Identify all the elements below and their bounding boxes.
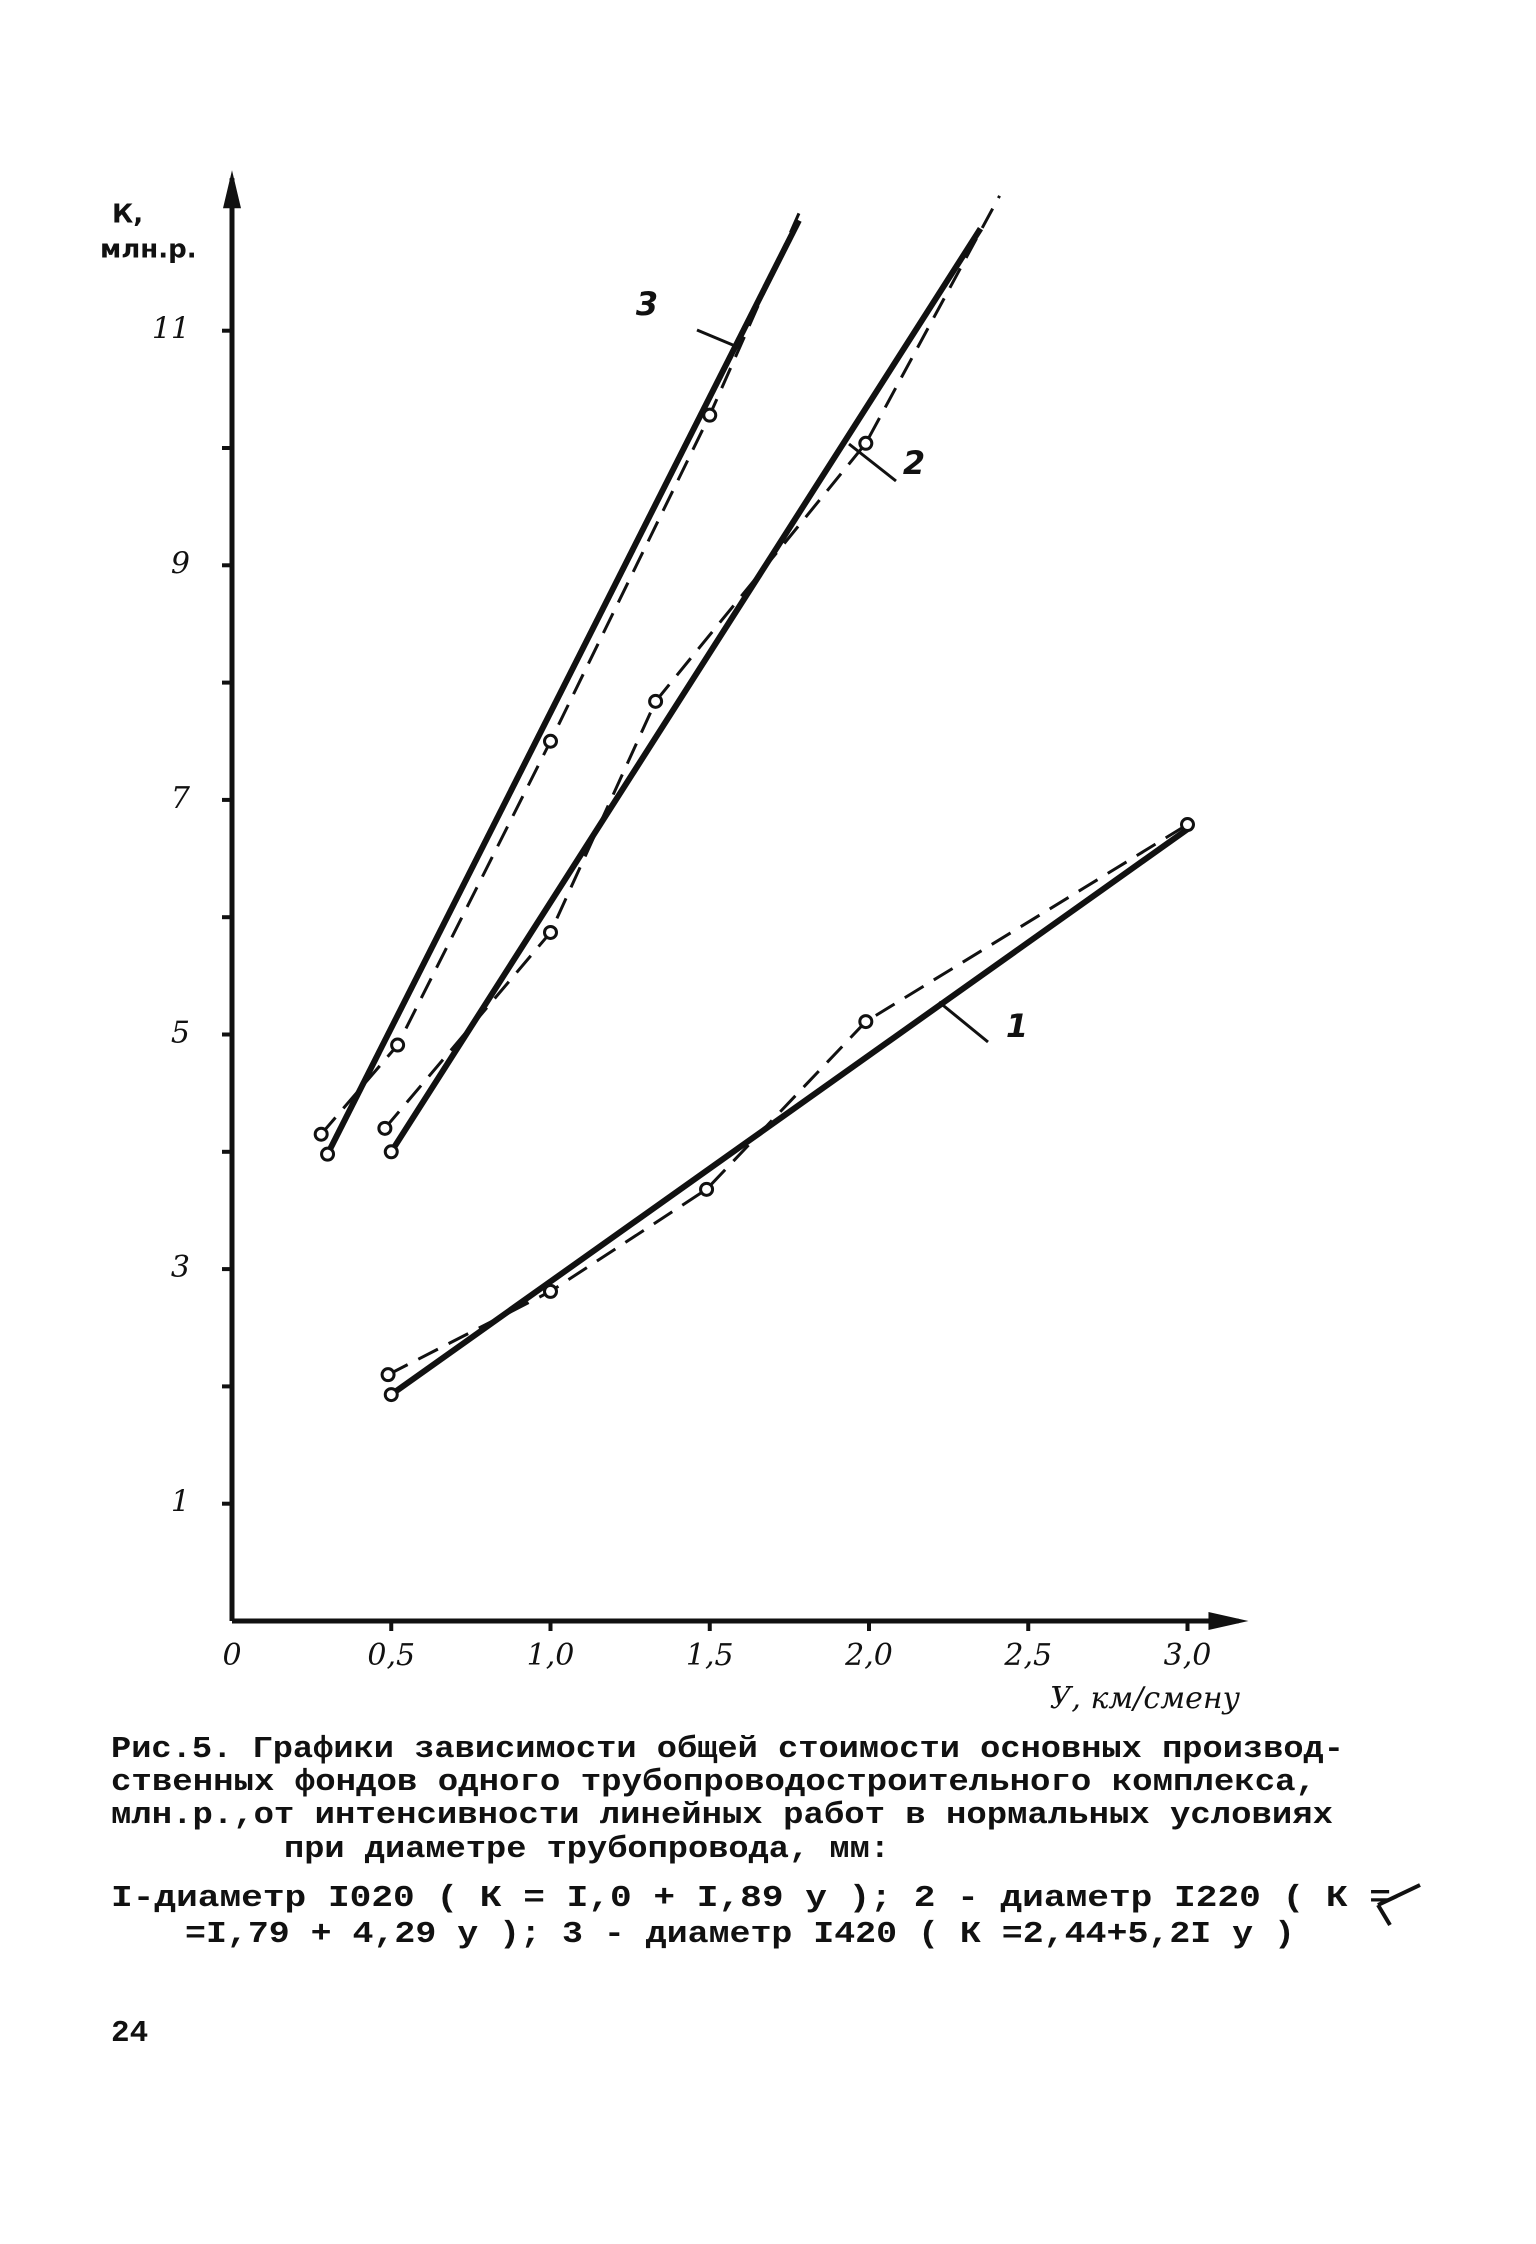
data-point <box>383 1144 399 1160</box>
data-point <box>1180 817 1195 833</box>
data-point <box>543 1283 558 1299</box>
x-tick-label: 3,0 <box>1164 1638 1212 1673</box>
series-line <box>324 219 802 1156</box>
curve-leader <box>848 442 897 483</box>
series-line <box>387 823 1189 1377</box>
x-tick-label: 0,5 <box>367 1638 415 1673</box>
x-axis-label: У, км/смену <box>1050 1681 1241 1716</box>
series-line <box>388 227 984 1154</box>
series-line <box>320 212 801 1136</box>
curve-label: 3 <box>636 285 658 323</box>
x-tick-label: 2,0 <box>844 1638 893 1673</box>
data-point <box>858 435 874 451</box>
caption: I-диаметр I020 ( К = I,0 + I,89 у ); 2 -… <box>111 1881 1391 1916</box>
y-tick-label: 3 <box>171 1250 190 1285</box>
data-point <box>543 924 558 940</box>
curve-leader <box>696 328 741 350</box>
data-point <box>320 1146 336 1162</box>
y-tick-label: 9 <box>171 546 190 581</box>
y-tick-label: 7 <box>171 781 191 816</box>
x-tick-label: 1,5 <box>686 1638 734 1673</box>
caption: =I,79 + 4,29 у ); 3 - диаметр I420 ( К =… <box>185 1917 1295 1952</box>
data-point <box>702 407 718 423</box>
y-tick-label: 11 <box>152 312 190 347</box>
curve-label: 2 <box>903 444 925 482</box>
page-number: 24 <box>111 2016 148 2051</box>
x-tick-label: 2,5 <box>1003 1638 1052 1673</box>
curve-leader <box>938 1000 989 1044</box>
data-point <box>648 693 664 709</box>
y-tick-label: 1 <box>171 1485 190 1520</box>
y-tick-label: 5 <box>171 1016 190 1051</box>
series-line <box>389 826 1190 1398</box>
series-line <box>383 195 1001 1130</box>
x-tick-label: 0 <box>222 1638 241 1673</box>
caption: Рис.5. Графики зависимости общей стоимос… <box>111 1732 1344 1767</box>
caption: ственных фондов одного трубопроводострои… <box>111 1765 1316 1800</box>
data-point <box>543 733 558 749</box>
data-point <box>383 1387 399 1403</box>
y-axis-label: млн.р. <box>100 235 197 265</box>
caption-mark <box>1376 1883 1421 1927</box>
data-point <box>313 1126 329 1142</box>
data-point <box>377 1120 393 1136</box>
data-point <box>390 1037 406 1053</box>
caption: млн.р.,от интенсивности линейных работ в… <box>111 1798 1333 1833</box>
data-point <box>380 1367 396 1383</box>
y-arrow <box>223 170 241 209</box>
data-point <box>858 1014 874 1030</box>
curve-label: 1 <box>1006 1007 1028 1045</box>
caption: при диаметре трубопровода, мм: <box>284 1832 890 1867</box>
data-point <box>699 1181 715 1197</box>
x-tick-label: 1,0 <box>527 1638 575 1673</box>
x-arrow <box>1208 1612 1249 1630</box>
y-axis-label: К, <box>112 200 143 230</box>
